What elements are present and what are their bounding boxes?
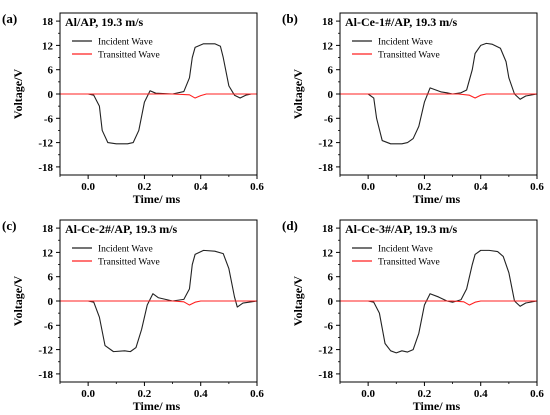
- y-tick-label: 6: [328, 65, 334, 77]
- x-axis-title: Time/ ms: [133, 192, 181, 206]
- x-tick-label: 0.0: [361, 388, 375, 400]
- series-line-incident: [60, 43, 257, 145]
- y-tick-label: -18: [318, 162, 333, 174]
- y-axis-title: Voltage/V: [291, 276, 305, 327]
- x-tick-label: 0.4: [194, 181, 208, 193]
- x-axis-title: Time/ ms: [413, 192, 461, 206]
- panel-title: Al-Ce-2#/AP, 19.3 m/s: [65, 222, 178, 236]
- legend-label-transmitted: Transitted Wave: [98, 258, 160, 268]
- chart-panel-2: 18 12 6 0 -6 -12 -18 0.0 0.2 0.4 0.6 Time/ ms Voltag…: [282, 11, 544, 206]
- y-tick-label: 18: [322, 223, 334, 235]
- x-tick-label: 0.4: [474, 388, 488, 400]
- x-tick-label: 0.0: [81, 388, 95, 400]
- y-tick-label: -6: [44, 113, 54, 125]
- x-tick-label: 0.6: [250, 181, 264, 193]
- x-tick-label: 0.2: [418, 181, 432, 193]
- y-tick-label: 6: [48, 272, 54, 284]
- y-tick-label: -6: [324, 320, 334, 332]
- y-tick-label: 0: [48, 296, 54, 308]
- x-tick-label: 0.6: [250, 388, 264, 400]
- y-tick-label: -6: [44, 320, 54, 332]
- legend-label-incident: Incident Wave: [378, 38, 433, 48]
- chart-panel-4: 18 12 6 0 -6 -12 -18 0.0 0.2 0.4 0.6 Time/ ms Voltag…: [282, 218, 544, 413]
- y-tick-label: -12: [38, 345, 53, 357]
- y-tick-label: 0: [328, 89, 334, 101]
- x-tick-label: 0.4: [194, 388, 208, 400]
- y-axis-title: Voltage/V: [291, 69, 305, 120]
- y-tick-label: 12: [322, 247, 334, 259]
- series-line-transmitted: [340, 300, 537, 306]
- y-tick-label: 12: [42, 40, 54, 52]
- series-line-incident: [60, 249, 257, 353]
- x-tick-label: 0.6: [530, 388, 544, 400]
- chart-panel-1: 18 12 6 0 -6 -12 -18 0.0 0.2 0.4 0.6 Time/ ms Voltag…: [2, 11, 264, 206]
- y-tick-label: 12: [42, 247, 54, 259]
- panel-title: Al-Ce-3#/AP, 19.3 m/s: [345, 222, 458, 236]
- y-axis-title: Voltage/V: [11, 276, 25, 327]
- y-tick-label: 0: [48, 89, 54, 101]
- x-axis-title: Time/ ms: [413, 399, 461, 413]
- y-tick-label: -12: [318, 138, 333, 150]
- panel-label: (a): [2, 11, 17, 26]
- panel-label: (b): [282, 11, 298, 26]
- y-tick-label: -6: [324, 113, 334, 125]
- y-tick-label: -12: [318, 345, 333, 357]
- series-line-transmitted: [340, 93, 537, 99]
- panel-title: Al-Ce-1#/AP, 19.3 m/s: [345, 15, 458, 29]
- series-line-transmitted: [60, 93, 257, 99]
- legend-label-incident: Incident Wave: [98, 38, 153, 48]
- chart-panel-3: 18 12 6 0 -6 -12 -18 0.0 0.2 0.4 0.6 Time/ ms Voltag…: [2, 218, 264, 413]
- x-axis-title: Time/ ms: [133, 399, 181, 413]
- x-tick-label: 0.0: [81, 181, 95, 193]
- x-tick-label: 0.0: [361, 181, 375, 193]
- y-tick-label: -18: [38, 369, 53, 381]
- x-tick-label: 0.4: [474, 181, 488, 193]
- panel-label: (c): [2, 218, 16, 233]
- legend-label-transmitted: Transitted Wave: [98, 51, 160, 61]
- y-tick-label: 18: [42, 223, 54, 235]
- panel-title: Al/AP, 19.3 m/s: [65, 15, 144, 29]
- legend-label-transmitted: Transitted Wave: [378, 51, 440, 61]
- y-tick-label: 18: [322, 16, 334, 28]
- x-tick-label: 0.6: [530, 181, 544, 193]
- y-tick-label: -18: [318, 369, 333, 381]
- x-tick-label: 0.2: [138, 181, 152, 193]
- series-line-transmitted: [60, 300, 257, 306]
- y-axis-title: Voltage/V: [11, 69, 25, 120]
- y-tick-label: 6: [328, 272, 334, 284]
- x-tick-label: 0.2: [418, 388, 432, 400]
- y-tick-label: 6: [48, 65, 54, 77]
- y-tick-label: -18: [38, 162, 53, 174]
- y-tick-label: 0: [328, 296, 334, 308]
- y-tick-label: 12: [322, 40, 334, 52]
- panel-label: (d): [282, 218, 298, 233]
- legend-label-transmitted: Transitted Wave: [378, 258, 440, 268]
- y-tick-label: 18: [42, 16, 54, 28]
- y-tick-label: -12: [38, 138, 53, 150]
- legend-label-incident: Incident Wave: [98, 245, 153, 255]
- x-tick-label: 0.2: [138, 388, 152, 400]
- legend-label-incident: Incident Wave: [378, 245, 433, 255]
